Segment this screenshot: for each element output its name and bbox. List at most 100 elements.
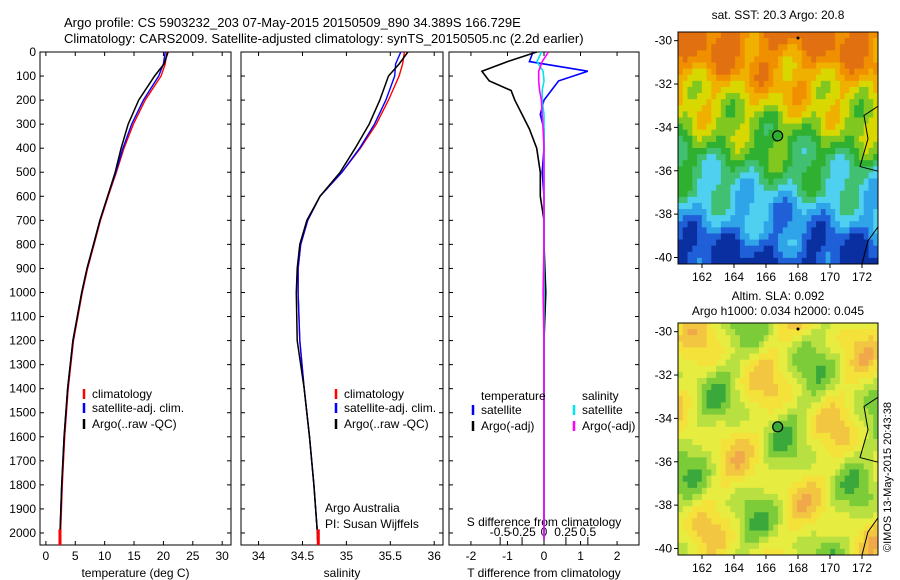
map-cell bbox=[820, 323, 827, 330]
map-cell bbox=[763, 129, 769, 137]
map-cell bbox=[844, 408, 850, 415]
map-cell bbox=[711, 506, 717, 513]
map-cell bbox=[735, 500, 741, 507]
map-cell bbox=[687, 542, 693, 550]
map-cell bbox=[863, 463, 869, 470]
map-cell bbox=[725, 353, 731, 361]
map-cell bbox=[739, 245, 746, 253]
map-cell bbox=[811, 50, 817, 57]
map-cell bbox=[716, 402, 722, 409]
map-cell bbox=[763, 463, 769, 470]
map-cell bbox=[782, 506, 788, 513]
map-cell bbox=[839, 353, 846, 361]
map-cell bbox=[725, 38, 731, 45]
map-cell bbox=[844, 93, 850, 100]
map-cell bbox=[792, 335, 798, 342]
map-cell bbox=[830, 190, 836, 198]
map-cell bbox=[811, 148, 817, 155]
map-cell bbox=[716, 408, 722, 415]
map-cell bbox=[758, 239, 765, 247]
map-cell bbox=[744, 32, 750, 39]
map-cell bbox=[854, 335, 860, 342]
map-cell bbox=[858, 396, 865, 403]
map-cell bbox=[820, 396, 827, 403]
map-cell bbox=[692, 257, 698, 265]
map-cell bbox=[744, 414, 750, 422]
map-cell bbox=[711, 414, 717, 422]
map-cell bbox=[849, 414, 855, 422]
map-cell bbox=[792, 221, 798, 228]
map-cell bbox=[858, 542, 865, 550]
map-cell bbox=[849, 123, 855, 131]
map-cell bbox=[754, 323, 760, 330]
map-cell bbox=[797, 518, 803, 525]
map-cell bbox=[701, 487, 707, 495]
map-cell bbox=[735, 245, 741, 253]
map-cell bbox=[868, 542, 874, 550]
map-cell bbox=[711, 323, 717, 330]
map-cell bbox=[773, 493, 779, 501]
map-cell bbox=[725, 215, 731, 222]
map-cell bbox=[687, 68, 693, 76]
map-cell bbox=[854, 178, 860, 186]
map-cell bbox=[744, 38, 750, 45]
map-cell bbox=[787, 62, 793, 70]
map-cell bbox=[868, 32, 874, 39]
map-cell bbox=[835, 530, 841, 538]
map-cell bbox=[844, 50, 850, 57]
map-cell bbox=[754, 123, 760, 131]
map-cell bbox=[739, 365, 746, 373]
map-cell bbox=[730, 439, 736, 446]
map-cell bbox=[687, 420, 693, 428]
map-cell bbox=[792, 68, 798, 76]
map-cell bbox=[835, 335, 841, 342]
map-cell bbox=[758, 123, 765, 131]
map-cell bbox=[849, 439, 855, 446]
map-cell bbox=[849, 335, 855, 342]
map-cell bbox=[754, 377, 760, 385]
map-cell bbox=[697, 111, 703, 118]
map-cell bbox=[806, 74, 812, 82]
map-cell bbox=[711, 196, 717, 204]
map-cell bbox=[730, 93, 736, 100]
map-cell bbox=[797, 74, 803, 82]
map-cell bbox=[873, 154, 879, 161]
map-cell bbox=[854, 323, 860, 330]
map-cell bbox=[687, 202, 693, 210]
map-cell bbox=[844, 148, 850, 155]
map-cell bbox=[854, 377, 860, 385]
map-cell bbox=[687, 196, 693, 204]
map-cell bbox=[782, 469, 788, 477]
map-cell bbox=[816, 215, 822, 222]
map-cell bbox=[792, 56, 798, 63]
map-cell bbox=[697, 141, 703, 149]
map-cell bbox=[792, 365, 798, 373]
map-cell bbox=[706, 141, 712, 149]
map-cell bbox=[797, 56, 803, 63]
map-cell bbox=[716, 93, 722, 100]
map-cell bbox=[825, 172, 831, 179]
map-cell bbox=[868, 111, 874, 118]
map-cell bbox=[706, 68, 712, 76]
map-cell bbox=[739, 148, 746, 155]
map-cell bbox=[687, 160, 693, 167]
map-cell bbox=[735, 481, 741, 489]
map-cell bbox=[716, 251, 722, 259]
map-cell bbox=[849, 190, 855, 198]
map-cell bbox=[787, 129, 793, 137]
map-cell bbox=[868, 172, 874, 179]
map-cell bbox=[692, 542, 698, 550]
map-cell bbox=[797, 408, 803, 415]
map-cell bbox=[730, 257, 736, 265]
map-cell bbox=[849, 542, 855, 550]
map-cell bbox=[806, 239, 812, 247]
map-cell bbox=[773, 518, 779, 525]
map-cell bbox=[773, 80, 779, 88]
map-cell bbox=[792, 80, 798, 88]
map-cell bbox=[725, 512, 731, 519]
map-cell bbox=[744, 221, 750, 228]
map-title: sat. SST: 20.3 Argo: 20.8 bbox=[712, 8, 845, 22]
map-cell bbox=[773, 445, 779, 452]
map-cell bbox=[839, 257, 846, 265]
map-cell bbox=[773, 323, 779, 330]
